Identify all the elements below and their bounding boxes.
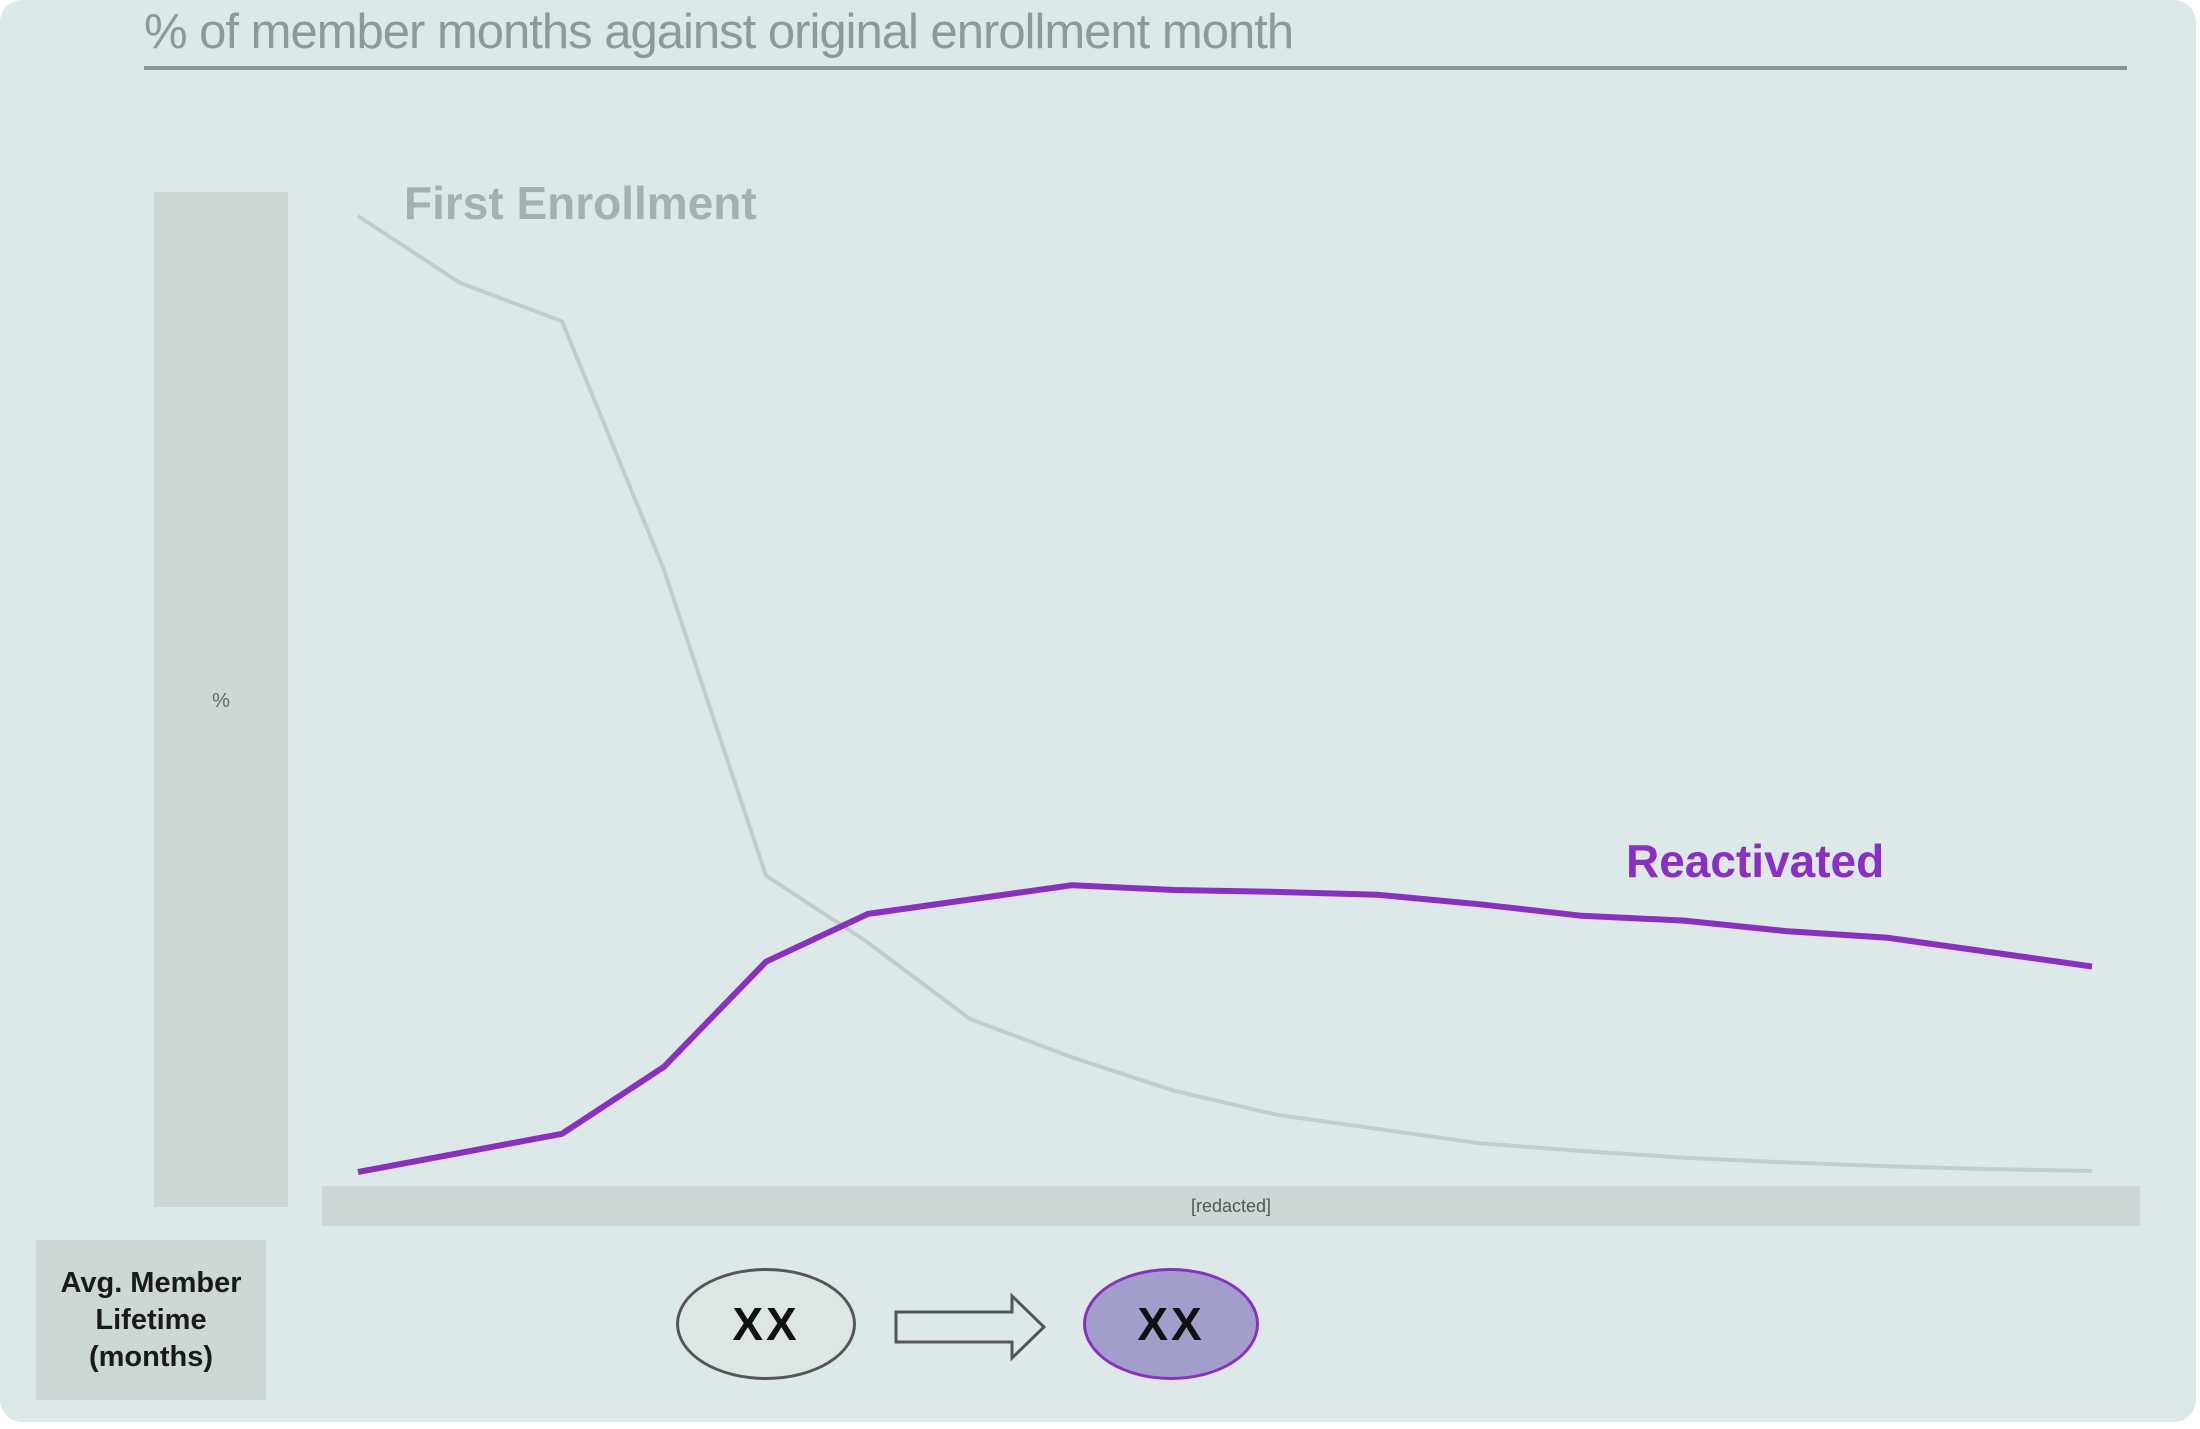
series-line-reactivated [357, 882, 2093, 1175]
plot-area [356, 214, 2093, 1175]
series-line-first-enrollment [356, 214, 2093, 1173]
title-rule [144, 66, 2127, 70]
first-enrollment-lifetime-value: XX [676, 1268, 856, 1380]
x-axis-band [322, 1186, 2140, 1226]
reactivated-lifetime-value: XX [1083, 1268, 1259, 1380]
x-axis-label: [redacted] [1190, 1196, 1272, 1216]
avg-lifetime-label: Avg. Member Lifetime (months) [36, 1240, 266, 1400]
series-label-reactivated: Reactivated [1626, 835, 1885, 887]
right-arrow-icon [894, 1292, 1047, 1362]
chart-subtitle: % of member months against original enro… [144, 5, 1294, 59]
series-label-first-enrollment: First Enrollment [404, 177, 757, 229]
y-axis-label: % [212, 690, 230, 712]
y-axis-band [154, 192, 288, 1207]
